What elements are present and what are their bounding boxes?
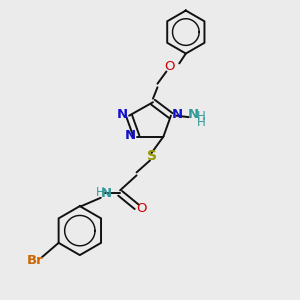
Text: N: N — [100, 188, 112, 200]
Text: H: H — [96, 186, 105, 199]
Text: O: O — [164, 61, 175, 74]
Text: H: H — [196, 110, 205, 123]
Text: N: N — [172, 108, 183, 121]
Text: N: N — [188, 108, 199, 121]
Text: N: N — [124, 129, 136, 142]
Text: O: O — [136, 202, 146, 215]
Text: H: H — [196, 116, 205, 129]
Text: S: S — [147, 149, 158, 163]
Text: N: N — [117, 108, 128, 121]
Text: Br: Br — [27, 254, 44, 267]
